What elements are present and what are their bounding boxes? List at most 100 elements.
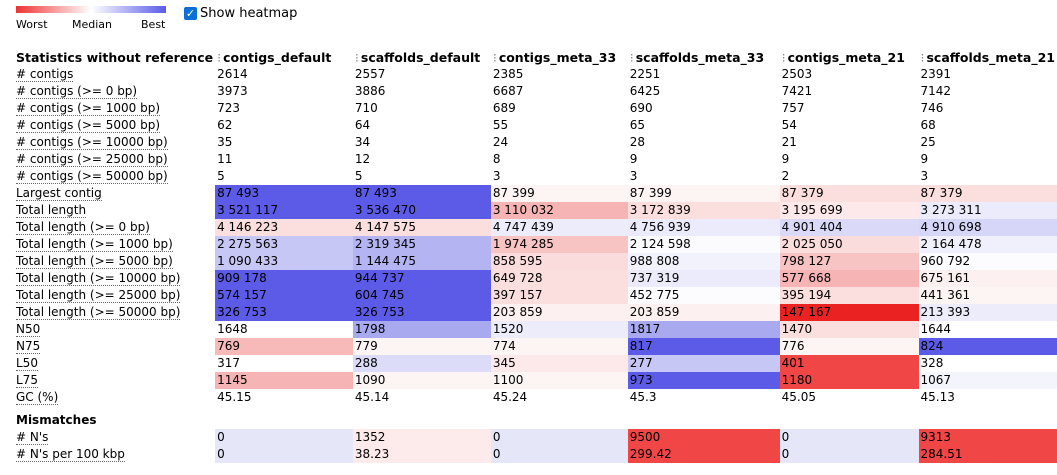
column-header[interactable]: ⁝ scaffolds_meta_21 <box>919 49 1057 66</box>
table-cell: 3 <box>629 169 638 183</box>
column-header[interactable]: ⁝ scaffolds_default <box>353 49 491 66</box>
table-cell: 3 273 311 <box>918 202 1057 219</box>
drag-handle-icon[interactable]: ⁝ <box>492 50 497 65</box>
legend-median-label: Median <box>72 18 113 31</box>
table-cell: 441 361 <box>918 287 1057 304</box>
table-cell: 574 157 <box>215 287 353 304</box>
table-cell: 87 493 <box>215 185 353 202</box>
table-cell: 1644 <box>920 322 952 336</box>
drag-handle-icon[interactable]: ⁝ <box>217 50 222 65</box>
table-cell: 0 <box>779 429 919 446</box>
row-label: # N's <box>14 429 215 446</box>
table-cell: 45.15 <box>217 390 252 404</box>
table-cell: 62 <box>217 118 233 132</box>
table-row: L75 1145 1090 1100 973 1180 1067 <box>14 372 1057 389</box>
table-row: Total length (>= 10000 bp) 909 178 944 737… <box>14 270 1057 287</box>
drag-handle-icon[interactable]: ⁝ <box>781 50 786 65</box>
table-cell: 87 379 <box>779 185 919 202</box>
row-label-text: Total length (>= 10000 bp) <box>16 271 181 286</box>
table-cell: 9 <box>920 152 929 166</box>
table-cell: 87 399 <box>627 185 780 202</box>
table-cell: 5 <box>354 169 363 183</box>
table-cell: 1145 <box>215 372 353 389</box>
row-label-text: # N's <box>16 430 49 445</box>
table-cell: 4 901 404 <box>779 219 919 236</box>
column-header[interactable]: ⁝ scaffolds_meta_33 <box>628 49 780 66</box>
table-cell: 203 859 <box>627 304 780 321</box>
table-cell: 326 753 <box>215 304 353 321</box>
drag-handle-icon[interactable]: ⁝ <box>354 50 359 65</box>
column-header-label: scaffolds_meta_33 <box>635 50 765 65</box>
table-row: GC (%) 45.15 45.14 45.24 45.3 45.05 45.13 <box>14 389 1057 406</box>
table-cell: 45.13 <box>920 390 955 404</box>
table-cell: 690 <box>629 101 653 115</box>
table-cell: 3973 <box>217 84 248 98</box>
table-row: # N's per 100 kbp 0 38.23 0 299.42 0 284.51 <box>14 446 1057 463</box>
legend-worst-label: Worst <box>16 18 48 31</box>
row-label: Total length <box>14 202 215 219</box>
column-header-label: contigs_default <box>223 50 332 65</box>
table-row: # contigs (>= 50000 bp) 5 5 3 3 2 3 <box>14 168 1057 185</box>
table-cell: 858 595 <box>490 253 628 270</box>
table-cell: 3 <box>920 169 929 183</box>
table-cell: 284.51 <box>918 446 1057 463</box>
show-heatmap-checkbox[interactable]: ✓ <box>184 7 197 20</box>
table-cell: 577 668 <box>779 270 919 287</box>
table-cell: 3 172 839 <box>627 202 780 219</box>
show-heatmap-toggle[interactable]: ✓ Show heatmap <box>184 6 297 21</box>
row-label-text: # contigs (>= 0 bp) <box>16 84 138 99</box>
row-label: N75 <box>14 338 215 355</box>
row-label: GC (%) <box>14 389 215 406</box>
table-cell: 5 <box>217 169 225 183</box>
table-cell: 4 910 698 <box>918 219 1057 236</box>
table-cell: 0 <box>490 446 628 463</box>
column-header-label: contigs_meta_33 <box>498 50 617 65</box>
row-label: Total length (>= 50000 bp) <box>14 304 215 321</box>
row-label-text: # contigs (>= 10000 bp) <box>16 135 168 150</box>
table-cell: 1470 <box>779 321 919 338</box>
table-cell: 675 161 <box>918 270 1057 287</box>
row-label-text: GC (%) <box>16 390 59 405</box>
row-label: # contigs <box>14 66 215 83</box>
table-row: # contigs (>= 0 bp) 3973 3886 6687 6425 7421 7… <box>14 83 1057 100</box>
header-row: Statistics without reference ⁝ contigs_de… <box>14 49 1057 66</box>
table-cell: 0 <box>215 429 353 446</box>
row-label-text: N50 <box>16 322 41 337</box>
table-row: # contigs (>= 5000 bp) 62 64 55 65 54 68 <box>14 117 1057 134</box>
table-cell: 2391 <box>920 67 952 81</box>
table-cell: 45.05 <box>781 390 816 404</box>
table-cell: 1520 <box>490 321 628 338</box>
heatmap-legend: Worst Median Best <box>16 6 168 32</box>
row-label: Largest contig <box>14 185 215 202</box>
table-cell: 34 <box>354 135 371 149</box>
drag-handle-icon[interactable]: ⁝ <box>920 50 925 65</box>
table-cell: 1 974 285 <box>490 236 628 253</box>
table-cell: 2 319 345 <box>352 236 491 253</box>
table-cell: 12 <box>354 152 371 166</box>
row-label: L50 <box>14 355 215 372</box>
row-label-text: # contigs (>= 50000 bp) <box>16 169 168 184</box>
table-body: # contigs 2614 2557 2385 2251 2503 2391 # conti… <box>14 66 1057 463</box>
column-header-label: scaffolds_meta_21 <box>926 50 1055 65</box>
column-header[interactable]: ⁝ contigs_meta_21 <box>780 49 919 66</box>
drag-handle-icon[interactable]: ⁝ <box>629 50 634 65</box>
column-header[interactable]: ⁝ contigs_default <box>215 49 353 66</box>
table-cell: 769 <box>215 338 353 355</box>
row-label-text: Largest contig <box>16 186 102 201</box>
row-label-text: # N's per 100 kbp <box>16 447 125 462</box>
table-cell: 87 399 <box>490 185 628 202</box>
table-cell: 2 124 598 <box>627 236 780 253</box>
table-cell: 2614 <box>217 67 248 81</box>
row-label: # N's per 100 kbp <box>14 446 215 463</box>
table-cell: 1090 <box>352 372 491 389</box>
row-label: Total length (>= 1000 bp) <box>14 236 215 253</box>
table-cell: 64 <box>354 118 371 132</box>
show-heatmap-label: Show heatmap <box>200 6 298 21</box>
table-cell: 317 <box>217 356 240 370</box>
table-cell: 147 167 <box>779 304 919 321</box>
table-cell: 746 <box>920 101 944 115</box>
column-header[interactable]: ⁝ contigs_meta_33 <box>491 49 628 66</box>
table-cell: 54 <box>781 118 797 132</box>
table-cell: 65 <box>629 118 646 132</box>
table-cell: 944 737 <box>352 270 491 287</box>
